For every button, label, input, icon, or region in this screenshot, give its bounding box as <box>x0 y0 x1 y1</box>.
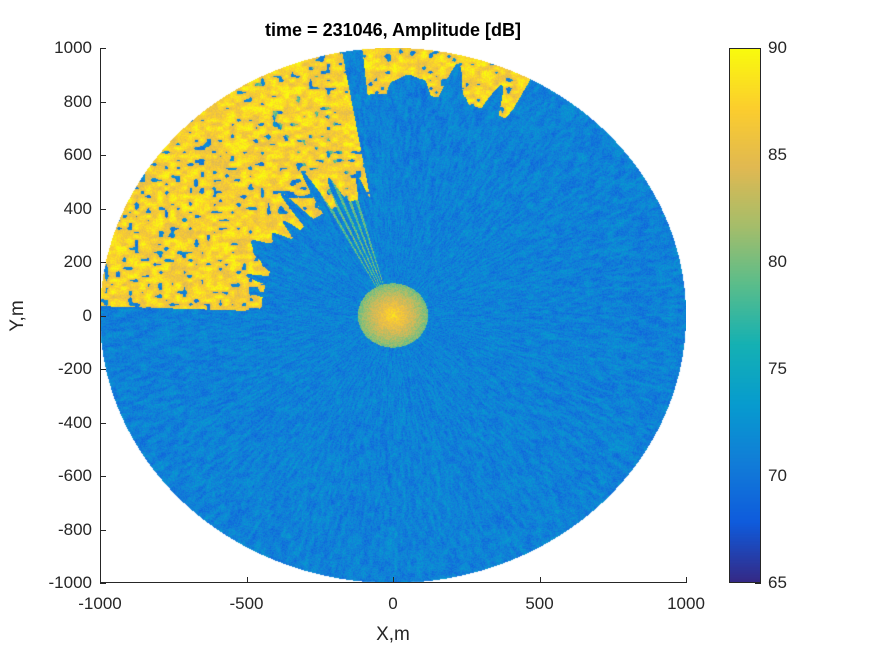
y-tick-label: 800 <box>63 91 92 111</box>
chart-title: time = 231046, Amplitude [dB] <box>265 20 521 40</box>
y-tick-label: -1000 <box>48 573 92 592</box>
y-tick-label: -600 <box>57 466 92 485</box>
y-tick-label: -800 <box>57 519 92 539</box>
y-tick-label: -400 <box>57 412 92 432</box>
y-tick-mark <box>100 529 106 531</box>
x-tick-mark <box>393 577 394 583</box>
y-tick-mark <box>100 208 106 210</box>
x-tick-mark <box>246 577 248 583</box>
y-tick-mark <box>100 101 106 103</box>
x-tick-mark <box>686 577 687 583</box>
heatmap-image <box>100 48 686 583</box>
y-tick-mark <box>100 583 106 584</box>
colorbar-tick-label: 85 <box>768 145 787 164</box>
x-tick-label: -500 <box>229 594 264 613</box>
y-tick-mark <box>100 476 106 477</box>
x-tick-mark <box>539 577 541 583</box>
y-tick-label: 200 <box>63 252 92 271</box>
colorbar-gradient <box>730 49 760 582</box>
y-axis-label: Y,m <box>7 300 28 332</box>
y-tick-mark <box>100 48 106 49</box>
y-tick-label: 400 <box>63 198 92 218</box>
plot-area <box>100 48 686 583</box>
x-tick-label: 1000 <box>667 594 705 613</box>
colorbar-tick-label: 90 <box>768 38 787 57</box>
x-tick-label: 0 <box>388 594 398 613</box>
y-tick-label: 600 <box>63 145 92 164</box>
y-tick-label: 0 <box>82 305 92 325</box>
y-tick-label: 1000 <box>54 38 92 57</box>
y-tick-mark <box>100 262 106 263</box>
x-tick-label: 500 <box>525 594 554 613</box>
y-tick-mark <box>100 315 106 317</box>
y-tick-mark <box>100 155 106 156</box>
colorbar-tick-label: 65 <box>768 573 787 592</box>
x-tick-mark <box>100 577 101 583</box>
x-axis-label: X,m <box>376 624 410 645</box>
colorbar-tick-label: 80 <box>768 252 787 271</box>
x-tick-label: -1000 <box>78 594 122 613</box>
y-tick-mark <box>100 422 106 424</box>
y-tick-label: -200 <box>57 359 92 378</box>
colorbar-tick-mark <box>755 583 761 584</box>
colorbar <box>729 48 761 583</box>
y-tick-mark <box>100 369 106 370</box>
colorbar-tick-label: 70 <box>768 466 787 485</box>
colorbar-tick-label: 75 <box>768 359 787 378</box>
